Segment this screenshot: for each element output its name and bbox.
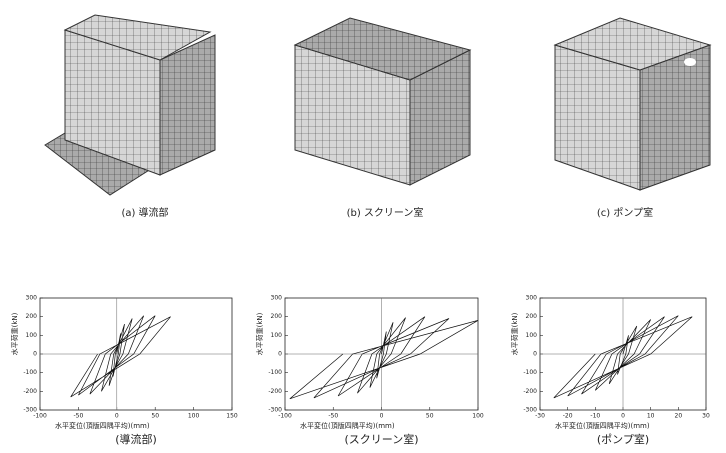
y-tick-label: -300	[268, 407, 282, 414]
x-tick-label: 50	[426, 413, 434, 420]
y-tick-label: -300	[523, 407, 537, 414]
y-axis-label: 水平荷重(kN)	[10, 312, 19, 355]
x-tick-label: 30	[702, 413, 710, 420]
x-tick-label: 20	[675, 413, 683, 420]
x-tick-label: -50	[73, 413, 83, 420]
x-axis-label: 水平変位(頂版四隅平均)(mm)	[300, 421, 395, 430]
y-axis-label: 水平荷重(kN)	[255, 312, 264, 355]
mesh-model	[553, 17, 712, 191]
y-tick-label: -200	[523, 388, 537, 395]
x-tick-label: -20	[563, 413, 573, 420]
x-tick-label: -100	[278, 413, 292, 420]
mesh-model	[293, 17, 472, 186]
y-tick-label: -100	[523, 369, 537, 376]
hysteresis-curve	[70, 315, 171, 398]
y-tick-label: 0	[33, 351, 37, 358]
figure-caption: (c) ポンプ室	[597, 206, 653, 219]
x-tick-label: 100	[188, 413, 200, 420]
y-tick-label: -300	[23, 407, 37, 414]
hysteresis-curve	[553, 315, 693, 399]
y-tick-label: -100	[268, 369, 282, 376]
figure-caption: (b) スクリーン室	[347, 206, 424, 219]
y-tick-label: -200	[268, 388, 282, 395]
x-axis-label: 水平変位(頂版四隅平均)(mm)	[55, 421, 150, 430]
mesh-model	[44, 14, 216, 196]
y-tick-label: 300	[271, 295, 283, 302]
x-tick-label: -50	[328, 413, 338, 420]
x-tick-label: -30	[535, 413, 545, 420]
x-tick-label: 150	[226, 413, 238, 420]
chart-caption: (導流部)	[115, 432, 157, 446]
y-tick-label: 100	[26, 332, 38, 339]
chart-caption: (ポンプ室)	[597, 432, 649, 446]
x-tick-label: 0	[115, 413, 119, 420]
y-tick-label: 0	[278, 351, 282, 358]
y-tick-label: 300	[526, 295, 538, 302]
x-tick-label: 50	[151, 413, 159, 420]
y-tick-label: 200	[526, 313, 538, 320]
y-tick-label: 200	[26, 313, 38, 320]
y-tick-label: -200	[23, 388, 37, 395]
y-tick-label: 300	[26, 295, 38, 302]
y-axis-label: 水平荷重(kN)	[510, 312, 519, 355]
y-tick-label: 100	[526, 332, 538, 339]
x-tick-label: 0	[621, 413, 625, 420]
hysteresis-curve	[289, 316, 479, 400]
x-tick-label: 10	[647, 413, 655, 420]
figure-caption: (a) 導流部	[121, 206, 168, 219]
x-tick-label: -10	[590, 413, 600, 420]
y-tick-label: 0	[533, 351, 537, 358]
y-tick-label: 200	[271, 313, 283, 320]
y-tick-label: -100	[23, 369, 37, 376]
x-tick-label: -100	[33, 413, 47, 420]
chart-caption: (スクリーン室)	[344, 432, 418, 446]
y-tick-label: 100	[271, 332, 283, 339]
x-tick-label: 100	[472, 413, 484, 420]
x-tick-label: 0	[380, 413, 384, 420]
x-axis-label: 水平変位(頂版四隅平均)(mm)	[555, 421, 650, 430]
